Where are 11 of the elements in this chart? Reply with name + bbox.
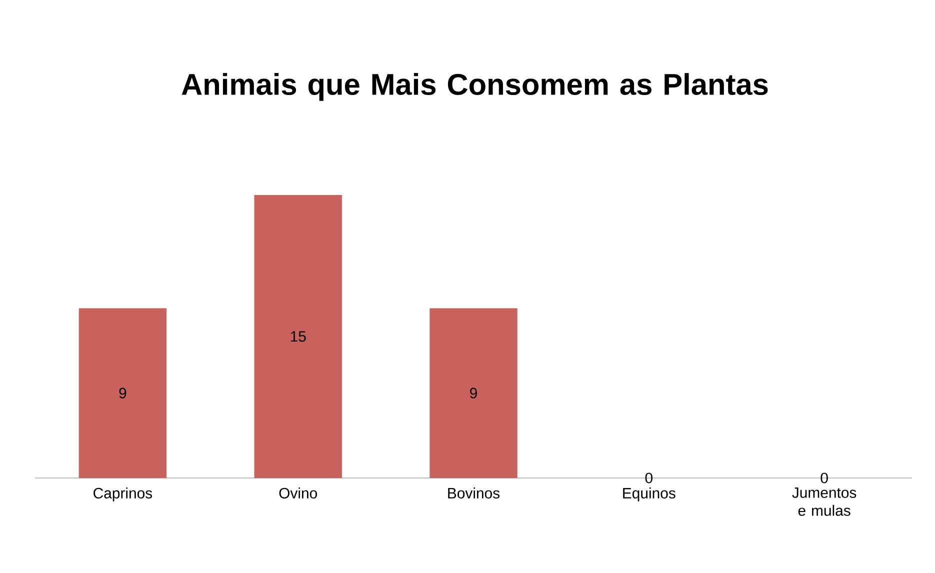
- data-label: 9: [119, 388, 126, 398]
- data-label: 0: [645, 472, 652, 484]
- data-label: 15: [290, 331, 306, 342]
- chart-title: Animais que Mais Consomem as Plantas: [182, 73, 768, 101]
- x-tick-label: Ovino: [279, 488, 317, 498]
- x-tick-label: Jumentos e mulas: [792, 488, 856, 516]
- x-tick-label: Equinos: [623, 488, 676, 502]
- x-tick-label: Caprinos: [94, 488, 152, 502]
- data-label: 9: [470, 388, 477, 398]
- data-label: 0: [820, 472, 828, 484]
- x-tick-label: Bovinos: [448, 488, 500, 498]
